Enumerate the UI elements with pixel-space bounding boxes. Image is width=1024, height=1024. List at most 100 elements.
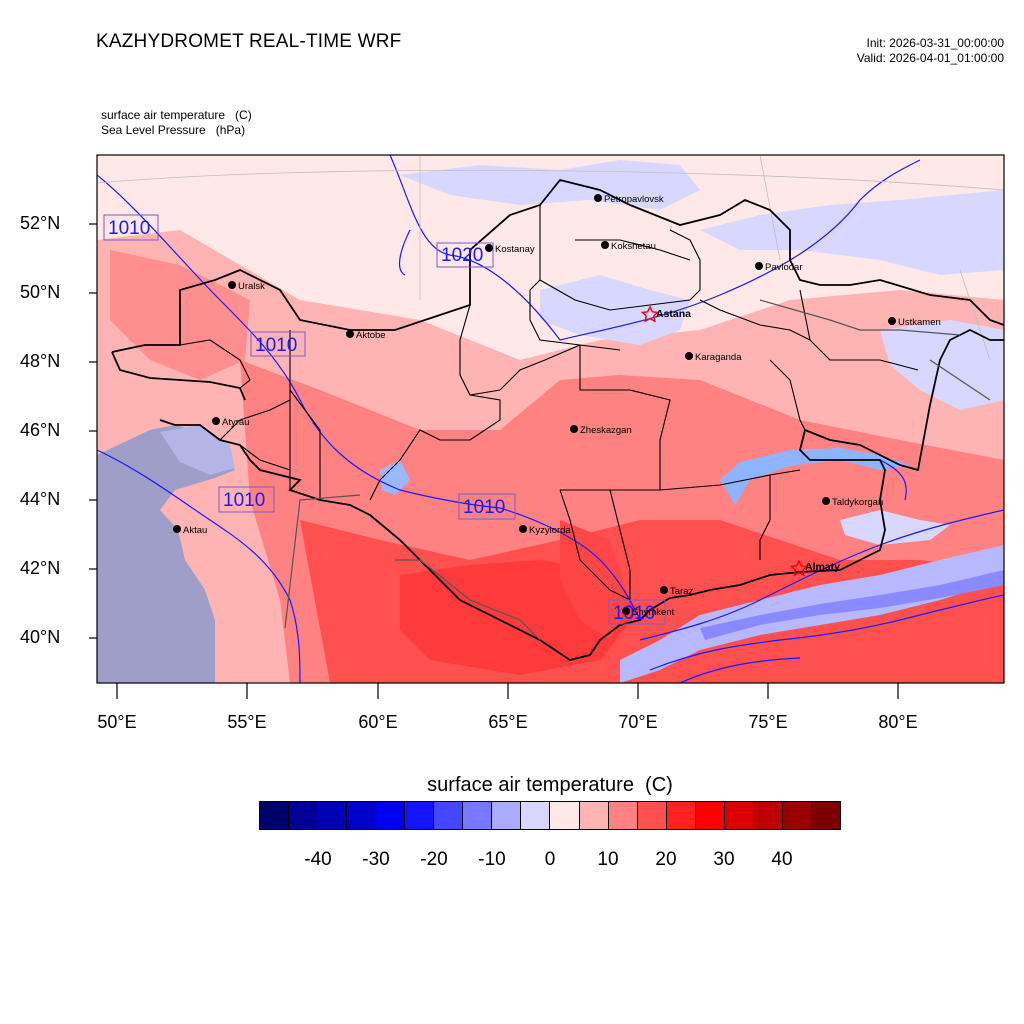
svg-text:Aktobe: Aktobe xyxy=(356,330,386,341)
lat-label-44: 44°N xyxy=(20,489,61,509)
cold-north xyxy=(400,160,700,210)
valid-time: Valid: 2026-04-01_01:00:00 xyxy=(856,51,1004,65)
svg-text:Shymkent: Shymkent xyxy=(632,607,675,618)
map-frame xyxy=(96,154,1005,684)
isobar-1020 xyxy=(389,155,921,341)
colorbar-tick: 20 xyxy=(655,849,677,870)
isobar-label-5: 1010 xyxy=(458,493,516,520)
lon-label-50: 50°E xyxy=(97,712,137,732)
isobar-balkhash xyxy=(879,459,907,501)
colorbar-cell xyxy=(405,802,435,829)
colorbar-cell xyxy=(666,802,696,829)
svg-text:Astana: Astana xyxy=(656,308,691,320)
svg-text:Almaty: Almaty xyxy=(805,561,840,573)
colorbar-title: surface air temperature (C) xyxy=(427,774,673,796)
colorbar-cell xyxy=(608,802,638,829)
svg-text:Kostanay: Kostanay xyxy=(495,244,535,255)
lat-label-46: 46°N xyxy=(20,420,61,440)
colorbar-cell xyxy=(724,802,754,829)
colorbar-tick: 40 xyxy=(771,849,793,870)
dzungarian-alatau xyxy=(840,510,950,545)
colorbar-cell xyxy=(260,802,290,829)
lon-label-70: 70°E xyxy=(618,712,658,732)
city-uralsk: Uralsk xyxy=(228,281,265,292)
svg-text:Zheskazgan: Zheskazgan xyxy=(580,425,632,436)
colorbar-cell xyxy=(492,802,522,829)
colorbar-cell xyxy=(550,802,580,829)
colorbar-cell xyxy=(811,802,840,829)
colorbar-cell xyxy=(579,802,609,829)
lat-label-48: 48°N xyxy=(20,351,61,371)
isobar-labels: 1010 1020 1010 1010 1010 1010 xyxy=(103,214,666,625)
isobar-1010-caspian xyxy=(97,449,301,683)
svg-text:Aktau: Aktau xyxy=(183,525,207,536)
variable-list: surface air temperature (C) Sea Level Pr… xyxy=(101,108,252,138)
colorbar-cell xyxy=(782,802,812,829)
svg-text:1010: 1010 xyxy=(223,490,265,511)
isobars xyxy=(97,155,1004,683)
svg-text:Uralsk: Uralsk xyxy=(238,281,265,292)
colorbar-tick: -30 xyxy=(362,849,390,870)
colorbar-cell xyxy=(695,802,725,829)
lon-label-65: 65°E xyxy=(488,712,528,732)
run-times: Init: 2026-03-31_00:00:00 Valid: 2026-04… xyxy=(857,36,1004,66)
svg-text:Petropavlovsk: Petropavlovsk xyxy=(604,194,664,205)
lat-label-42: 42°N xyxy=(20,558,61,578)
city-aktau: Aktau xyxy=(173,525,207,536)
isobar-1010-west xyxy=(97,174,501,509)
colorbar-tick: 30 xyxy=(713,849,735,870)
cold-northeast xyxy=(700,190,1004,275)
lon-label-60: 60°E xyxy=(358,712,398,732)
city-karaganda: Karaganda xyxy=(685,352,742,363)
capital-star-icon xyxy=(789,559,809,577)
graticule xyxy=(97,155,1004,361)
colorbar-tick: 0 xyxy=(544,849,556,870)
colorbar-cell xyxy=(753,802,783,829)
colorbar-cell xyxy=(318,802,348,829)
cold-altai xyxy=(880,320,1004,410)
city-zheskazgan: Zheskazgan xyxy=(570,425,632,436)
svg-text:Taldykorgan: Taldykorgan xyxy=(832,497,883,508)
colorbar-cell xyxy=(289,802,319,829)
variable-pressure: Sea Level Pressure (hPa) xyxy=(101,123,246,137)
city-astana: Astana xyxy=(640,305,691,323)
svg-text:Pavlodar: Pavlodar xyxy=(765,262,803,273)
colorbar-tick: -10 xyxy=(478,849,506,870)
svg-text:1010: 1010 xyxy=(108,218,150,239)
svg-text:Karaganda: Karaganda xyxy=(695,352,742,363)
colorbar-cell xyxy=(376,802,406,829)
lon-label-55: 55°E xyxy=(227,712,267,732)
city-almaty: Almaty xyxy=(789,559,840,577)
tien-shan-snow xyxy=(700,570,1004,640)
city-taraz: Taraz xyxy=(660,586,693,597)
svg-text:Kyzylorda: Kyzylorda xyxy=(529,525,571,536)
colorbar-cell xyxy=(434,802,464,829)
svg-text:1020: 1020 xyxy=(441,245,483,266)
city-ustkamen: Ustkamen xyxy=(888,317,941,328)
cold-astana xyxy=(540,275,690,345)
city-atyrau: Atyrau xyxy=(212,417,249,428)
colorbar-cell xyxy=(521,802,551,829)
isobar-label-4: 1010 xyxy=(218,486,275,513)
colorbar-cell xyxy=(463,802,493,829)
svg-text:1010: 1010 xyxy=(255,335,297,356)
cities: Petropavlovsk Kostanay Kokshetau Pavloda… xyxy=(173,194,941,618)
svg-text:Kokshetau: Kokshetau xyxy=(611,241,656,252)
colorbar xyxy=(259,801,841,830)
svg-text:1010: 1010 xyxy=(463,497,505,518)
caspian-sea xyxy=(97,425,235,683)
oblast-borders xyxy=(179,205,919,601)
svg-text:Ustkamen: Ustkamen xyxy=(898,317,941,328)
colorbar-tick: 10 xyxy=(597,849,619,870)
neighbor-borders xyxy=(284,299,991,641)
city-petropavlovsk: Petropavlovsk xyxy=(594,194,664,205)
city-shymkent: Shymkent xyxy=(622,607,675,618)
isobar-label-2: 1020 xyxy=(436,242,494,268)
city-kokshetau: Kokshetau xyxy=(601,241,656,252)
city-kyzylorda: Kyzylorda xyxy=(519,525,571,536)
variable-temperature: surface air temperature (C) xyxy=(101,108,252,122)
colorbar-tick: -20 xyxy=(420,849,448,870)
lat-label-40: 40°N xyxy=(20,627,61,647)
lat-label-52: 52°N xyxy=(20,213,61,233)
